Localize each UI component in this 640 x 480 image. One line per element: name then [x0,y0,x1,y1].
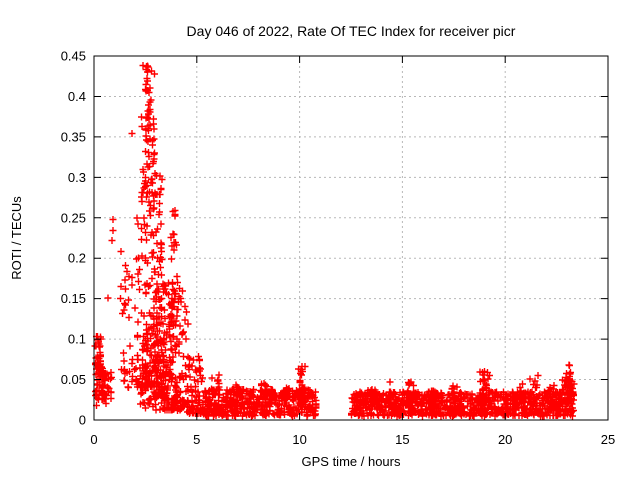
tick-labels: 0 5 10 15 20 25 0 0.05 0.1 0.15 0.2 0.25 0.3 0.35 0.4 0… [61,49,616,448]
x-tick-label: 20 [498,432,512,447]
chart-title: Day 046 of 2022, Rate Of TEC Index for r… [187,23,516,39]
grid-lines [94,56,608,420]
x-tick-label: 0 [90,432,97,447]
y-tick-label: 0.15 [61,291,86,306]
scatter-points [91,62,578,420]
x-tick-label: 15 [395,432,409,447]
y-axis-label: ROTI / TECUs [9,196,24,280]
data-points-path [91,62,578,420]
y-tick-label: 0.25 [61,210,86,225]
x-tick-label: 10 [292,432,306,447]
y-tick-label: 0.1 [68,332,86,347]
x-axis-label: GPS time / hours [302,454,401,469]
y-tick-label: 0.3 [68,170,86,185]
x-tick-label: 5 [193,432,200,447]
y-tick-label: 0.2 [68,251,86,266]
x-tick-label: 25 [601,432,615,447]
plot-border [93,55,609,421]
y-tick-label: 0.4 [68,89,86,104]
y-tick-label: 0.35 [61,129,86,144]
y-tick-label: 0.45 [61,49,86,64]
grid-path [94,56,608,420]
y-tick-label: 0.05 [61,372,86,387]
y-tick-label: 0 [79,413,86,428]
